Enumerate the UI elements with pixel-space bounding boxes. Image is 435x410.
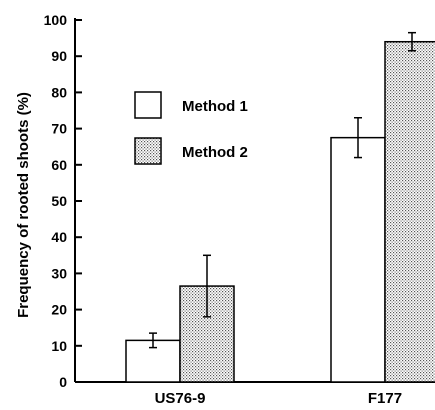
legend-label-method-1: Method 1 <box>182 98 248 115</box>
y-tick-label: 70 <box>51 121 67 137</box>
y-tick-label: 100 <box>44 12 68 28</box>
legend-swatch-method-1 <box>134 91 162 119</box>
legend-label-method-2: Method 2 <box>182 144 248 161</box>
y-tick-label: 40 <box>51 229 67 245</box>
y-tick-label: 30 <box>51 265 67 281</box>
legend-swatch-method-2 <box>134 137 162 165</box>
y-axis-label: Frequency of rooted shoots (%) <box>15 92 32 318</box>
y-tick-label: 10 <box>51 338 67 354</box>
y-tick-label: 50 <box>51 193 67 209</box>
bar-method-1-f177 <box>330 136 386 383</box>
y-tick-label: 90 <box>51 48 67 64</box>
plot-area: 0 10 20 30 40 50 60 70 80 90 100 US76-9 F177 Method 1… <box>44 12 435 407</box>
x-tick-label: F177 <box>368 390 402 407</box>
y-tick-label: 60 <box>51 157 67 173</box>
bar-method-2-f177 <box>384 40 435 383</box>
x-tick-label: US76-9 <box>155 390 206 407</box>
y-tick-label: 80 <box>51 84 67 100</box>
y-tick-label: 20 <box>51 302 67 318</box>
y-tick-label: 0 <box>59 374 67 390</box>
